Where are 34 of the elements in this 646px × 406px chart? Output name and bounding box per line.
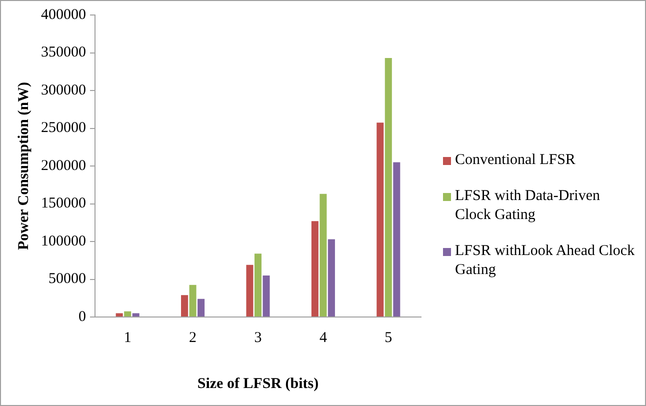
x-tick-label: 1 <box>124 330 132 346</box>
bar <box>254 254 262 316</box>
bar <box>376 122 384 316</box>
x-tick-label: 5 <box>384 330 392 346</box>
legend-label: LFSR with Data-Driven Clock Gating <box>455 187 601 225</box>
x-tick-label: 2 <box>189 330 197 346</box>
bar <box>132 313 140 316</box>
y-tick-label: 300000 <box>41 82 86 98</box>
bar <box>328 239 335 316</box>
y-tick-label: 100000 <box>41 233 86 250</box>
y-tick-label: 350000 <box>41 44 86 61</box>
legend-label: Conventional LFSR <box>455 151 576 170</box>
bar <box>311 221 318 316</box>
y-tick-label: 50000 <box>48 271 86 288</box>
x-tick-label: 3 <box>254 330 262 346</box>
bar <box>393 162 400 316</box>
x-axis-title: Size of LFSR (bits) <box>197 376 319 392</box>
bar <box>189 284 196 316</box>
bar <box>262 275 270 316</box>
y-tick-label: 400000 <box>41 6 86 23</box>
bar <box>116 313 123 316</box>
y-tick-label: 250000 <box>41 120 86 136</box>
y-tick-label: 200000 <box>41 158 86 174</box>
x-tick-label: 4 <box>319 330 328 346</box>
bar <box>320 194 327 316</box>
bar <box>181 295 188 316</box>
y-axis-title: Power Consumption (nW) <box>16 82 32 250</box>
bar <box>124 311 132 316</box>
bar <box>246 264 254 316</box>
y-tick-label: 0 <box>78 308 86 325</box>
y-tick-label: 150000 <box>41 196 86 212</box>
legend-label: LFSR withLook Ahead Clock Gating <box>455 242 636 280</box>
bar <box>198 298 205 316</box>
bar <box>384 58 392 316</box>
